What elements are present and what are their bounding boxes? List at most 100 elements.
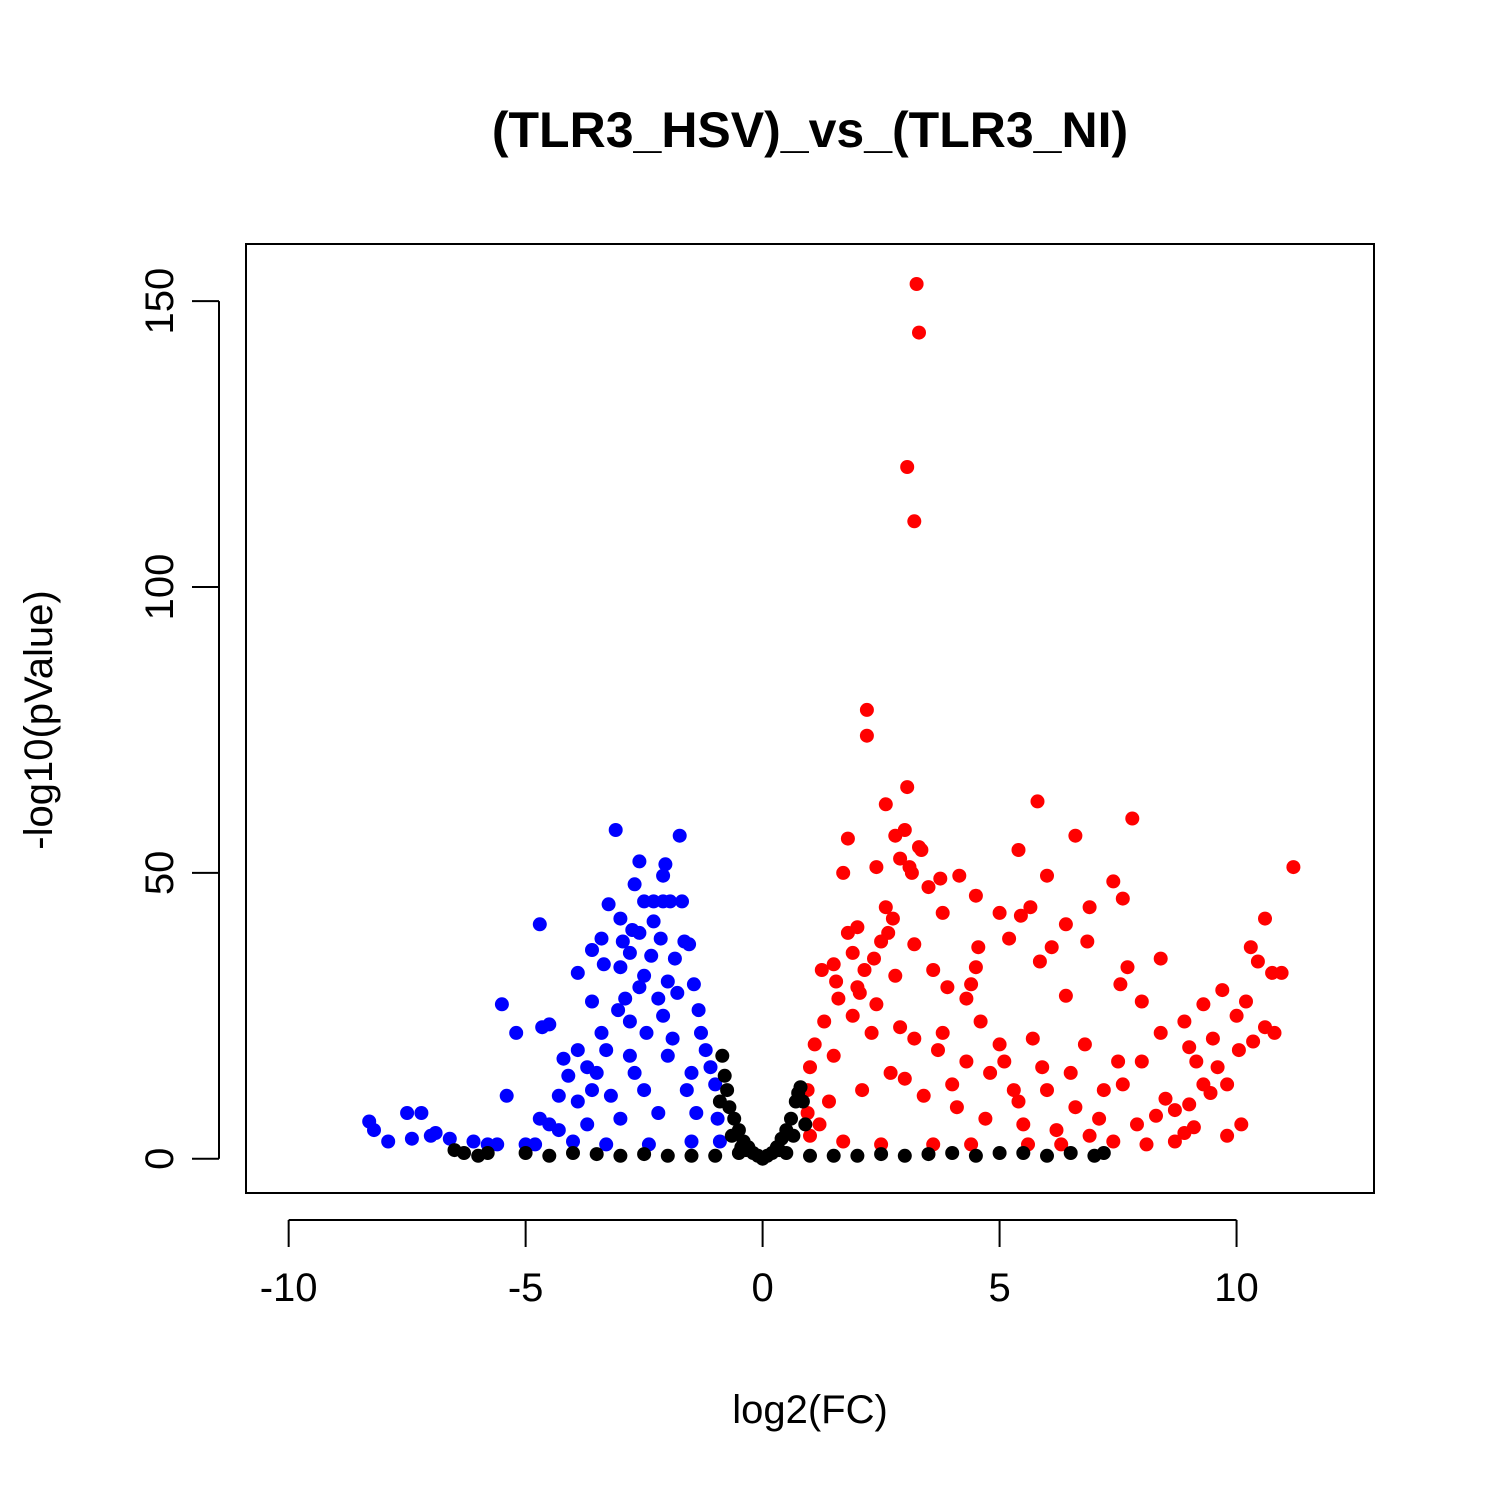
point-up-6 xyxy=(900,780,915,795)
point-ns-27 xyxy=(897,1148,912,1163)
point-ns-48 xyxy=(1016,1146,1031,1160)
point-down-77 xyxy=(404,1131,419,1146)
point-up-54 xyxy=(968,960,983,975)
chart-title: (TLR3_HSV)_vs_(TLR3_NI) xyxy=(492,102,1128,158)
point-down-86 xyxy=(670,985,685,1000)
point-down-28 xyxy=(570,965,585,980)
point-up-150 xyxy=(1167,1103,1182,1118)
x-tick-label: 0 xyxy=(751,1266,773,1310)
point-down-33 xyxy=(618,991,633,1006)
point-up-93 xyxy=(907,1031,922,1046)
point-down-42 xyxy=(570,1043,585,1058)
point-up-143 xyxy=(1111,1054,1126,1069)
point-down-55 xyxy=(679,1083,694,1098)
point-up-110 xyxy=(978,1111,993,1126)
point-up-135 xyxy=(857,963,872,977)
point-ns-55 xyxy=(791,1086,806,1100)
point-up-126 xyxy=(836,1134,851,1149)
point-ns-20 xyxy=(712,1094,727,1109)
point-ns-25 xyxy=(826,1148,841,1163)
point-up-22 xyxy=(904,865,919,880)
point-up-122 xyxy=(897,1071,912,1086)
point-up-131 xyxy=(1054,1137,1069,1152)
point-down-63 xyxy=(689,1106,704,1120)
point-up-81 xyxy=(1234,1117,1249,1132)
point-up-44 xyxy=(1002,931,1017,946)
point-down-56 xyxy=(708,1077,723,1092)
plot-frame xyxy=(245,243,1375,1194)
point-up-71 xyxy=(1205,1031,1220,1046)
point-down-24 xyxy=(644,948,659,963)
x-tick-label: -5 xyxy=(508,1266,544,1310)
point-down-72 xyxy=(466,1134,481,1149)
point-down-61 xyxy=(613,1111,628,1126)
point-ns-52 xyxy=(786,1128,801,1143)
point-down-5 xyxy=(627,877,642,892)
point-up-119 xyxy=(1068,1100,1083,1115)
point-up-30 xyxy=(1082,900,1097,915)
point-up-76 xyxy=(1189,1054,1204,1069)
point-up-68 xyxy=(1153,1025,1168,1040)
point-up-88 xyxy=(1035,1060,1050,1075)
point-down-87 xyxy=(611,1003,626,1018)
point-up-52 xyxy=(1080,934,1095,949)
point-down-40 xyxy=(656,1008,671,1023)
point-up-117 xyxy=(1177,1126,1192,1140)
point-up-118 xyxy=(1092,1111,1107,1126)
point-down-47 xyxy=(622,1048,637,1063)
point-up-92 xyxy=(931,1043,945,1058)
point-up-39 xyxy=(885,911,900,926)
point-up-33 xyxy=(992,905,1007,920)
point-up-94 xyxy=(893,1020,908,1035)
point-up-56 xyxy=(867,951,881,966)
point-ns-43 xyxy=(850,1148,865,1163)
point-down-89 xyxy=(665,1031,680,1046)
point-up-46 xyxy=(1153,951,1168,966)
point-up-91 xyxy=(959,1054,974,1069)
point-up-63 xyxy=(1215,983,1230,998)
point-up-146 xyxy=(935,1025,950,1040)
x-tick-label: -10 xyxy=(260,1266,318,1310)
point-up-109 xyxy=(949,1100,964,1115)
point-ns-40 xyxy=(660,1148,675,1163)
point-down-85 xyxy=(651,991,666,1006)
point-ns-35 xyxy=(480,1146,495,1160)
x-tick-label: 5 xyxy=(988,1266,1010,1310)
point-down-46 xyxy=(589,1065,604,1080)
point-down-69 xyxy=(566,1134,580,1149)
point-up-18 xyxy=(893,851,908,866)
point-up-78 xyxy=(1220,1077,1235,1092)
point-ns-39 xyxy=(637,1147,652,1162)
point-up-42 xyxy=(840,925,855,940)
point-up-107 xyxy=(883,1065,898,1080)
point-up-84 xyxy=(1158,1091,1173,1106)
point-down-65 xyxy=(712,1134,727,1149)
point-down-1 xyxy=(672,828,687,843)
point-up-20 xyxy=(836,865,851,880)
series-ns xyxy=(447,1048,1111,1166)
point-up-66 xyxy=(1229,1008,1244,1023)
point-up-77 xyxy=(1210,1060,1225,1075)
point-up-17 xyxy=(1286,860,1301,875)
point-up-5 xyxy=(859,728,874,743)
y-tick-label: 150 xyxy=(138,268,182,335)
point-down-6 xyxy=(601,897,616,912)
point-down-51 xyxy=(551,1088,566,1103)
point-ns-31 xyxy=(1040,1148,1054,1163)
point-up-29 xyxy=(1115,891,1130,906)
point-up-145 xyxy=(1011,1094,1026,1109)
point-up-67 xyxy=(1177,1014,1192,1029)
point-ns-38 xyxy=(589,1147,604,1162)
point-down-94 xyxy=(703,1060,718,1075)
point-ns-11 xyxy=(727,1111,742,1126)
point-up-19 xyxy=(869,860,884,875)
point-up-132 xyxy=(814,963,829,977)
point-up-86 xyxy=(1115,1077,1130,1092)
point-down-68 xyxy=(599,1137,614,1152)
point-down-22 xyxy=(585,943,599,957)
point-up-9 xyxy=(1125,811,1140,826)
point-ns-17 xyxy=(717,1068,732,1083)
point-down-90 xyxy=(694,1025,708,1040)
point-up-129 xyxy=(964,1137,979,1152)
